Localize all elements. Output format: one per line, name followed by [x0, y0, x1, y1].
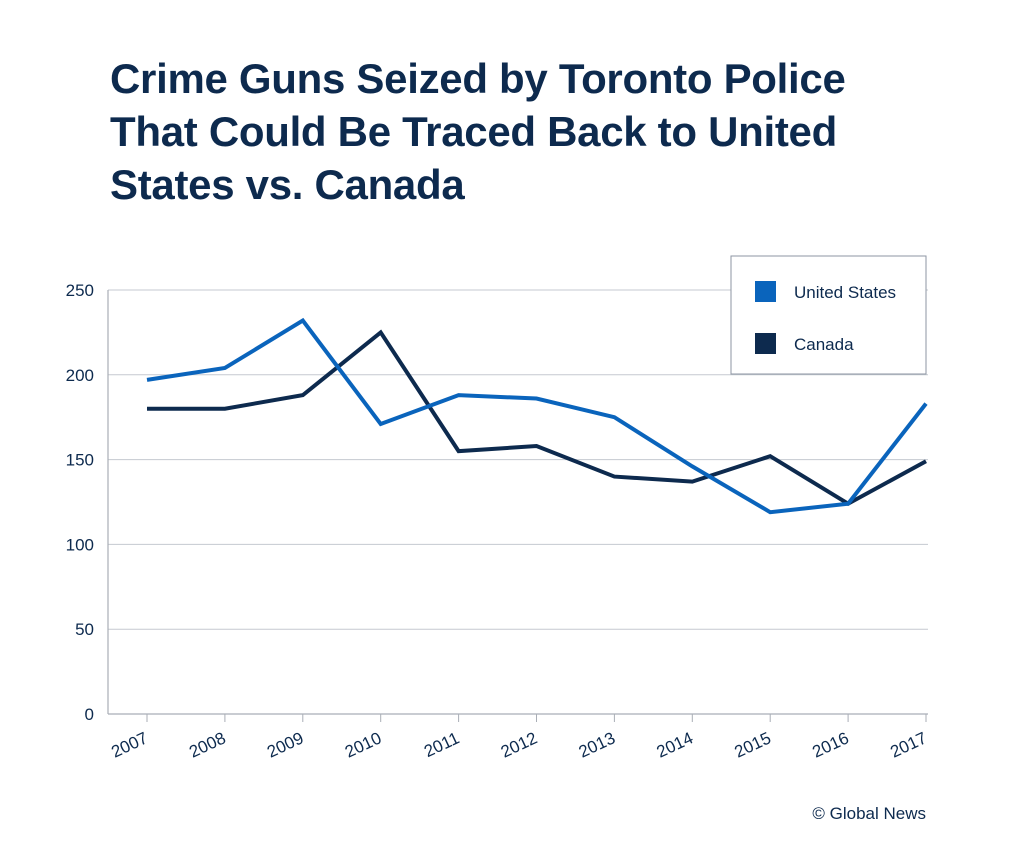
x-tick-label: 2010 — [342, 728, 384, 761]
x-tick-label: 2013 — [576, 728, 618, 761]
y-tick-label: 0 — [85, 705, 94, 724]
legend-label: Canada — [794, 335, 854, 354]
x-tick-label: 2017 — [887, 728, 929, 761]
legend-swatch — [755, 281, 776, 302]
x-tick-label: 2009 — [264, 728, 306, 761]
x-tick-label: 2011 — [421, 728, 462, 761]
source-credit: © Global News — [812, 804, 926, 823]
x-tick-label: 2014 — [654, 728, 696, 761]
x-tick-label: 2008 — [186, 728, 228, 761]
x-tick-label: 2007 — [108, 728, 150, 761]
y-tick-label: 100 — [66, 535, 94, 554]
y-tick-label: 150 — [66, 451, 94, 470]
x-tick-label: 2015 — [732, 728, 774, 761]
legend-label: United States — [794, 283, 896, 302]
legend-swatch — [755, 333, 776, 354]
y-tick-label: 50 — [75, 620, 94, 639]
x-tick-label: 2012 — [498, 728, 540, 761]
y-tick-label: 250 — [66, 281, 94, 300]
chart-title: Crime Guns Seized by Toronto Police That… — [110, 55, 846, 208]
x-tick-label: 2016 — [809, 728, 851, 761]
y-tick-label: 200 — [66, 366, 94, 385]
legend-box — [730, 255, 927, 375]
